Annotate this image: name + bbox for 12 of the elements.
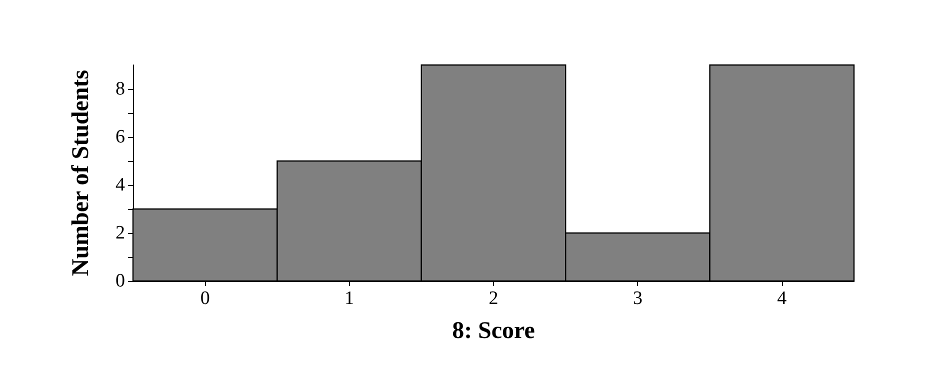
y-tick-label: 2	[116, 222, 125, 244]
y-tick-label: 4	[116, 174, 126, 196]
y-axis-title: Number of Students	[68, 70, 94, 276]
y-tick-label: 8	[116, 78, 125, 100]
x-tick-label: 3	[632, 288, 642, 309]
x-tick-label: 4	[777, 288, 788, 309]
x-tick-label: 2	[488, 288, 498, 309]
y-tick-label: 0	[116, 270, 125, 292]
y-tick-label: 6	[116, 126, 125, 148]
x-tick-label: 1	[344, 288, 354, 309]
x-tick-label: 0	[200, 288, 210, 309]
x-axis-title: 8: Score	[452, 318, 536, 344]
